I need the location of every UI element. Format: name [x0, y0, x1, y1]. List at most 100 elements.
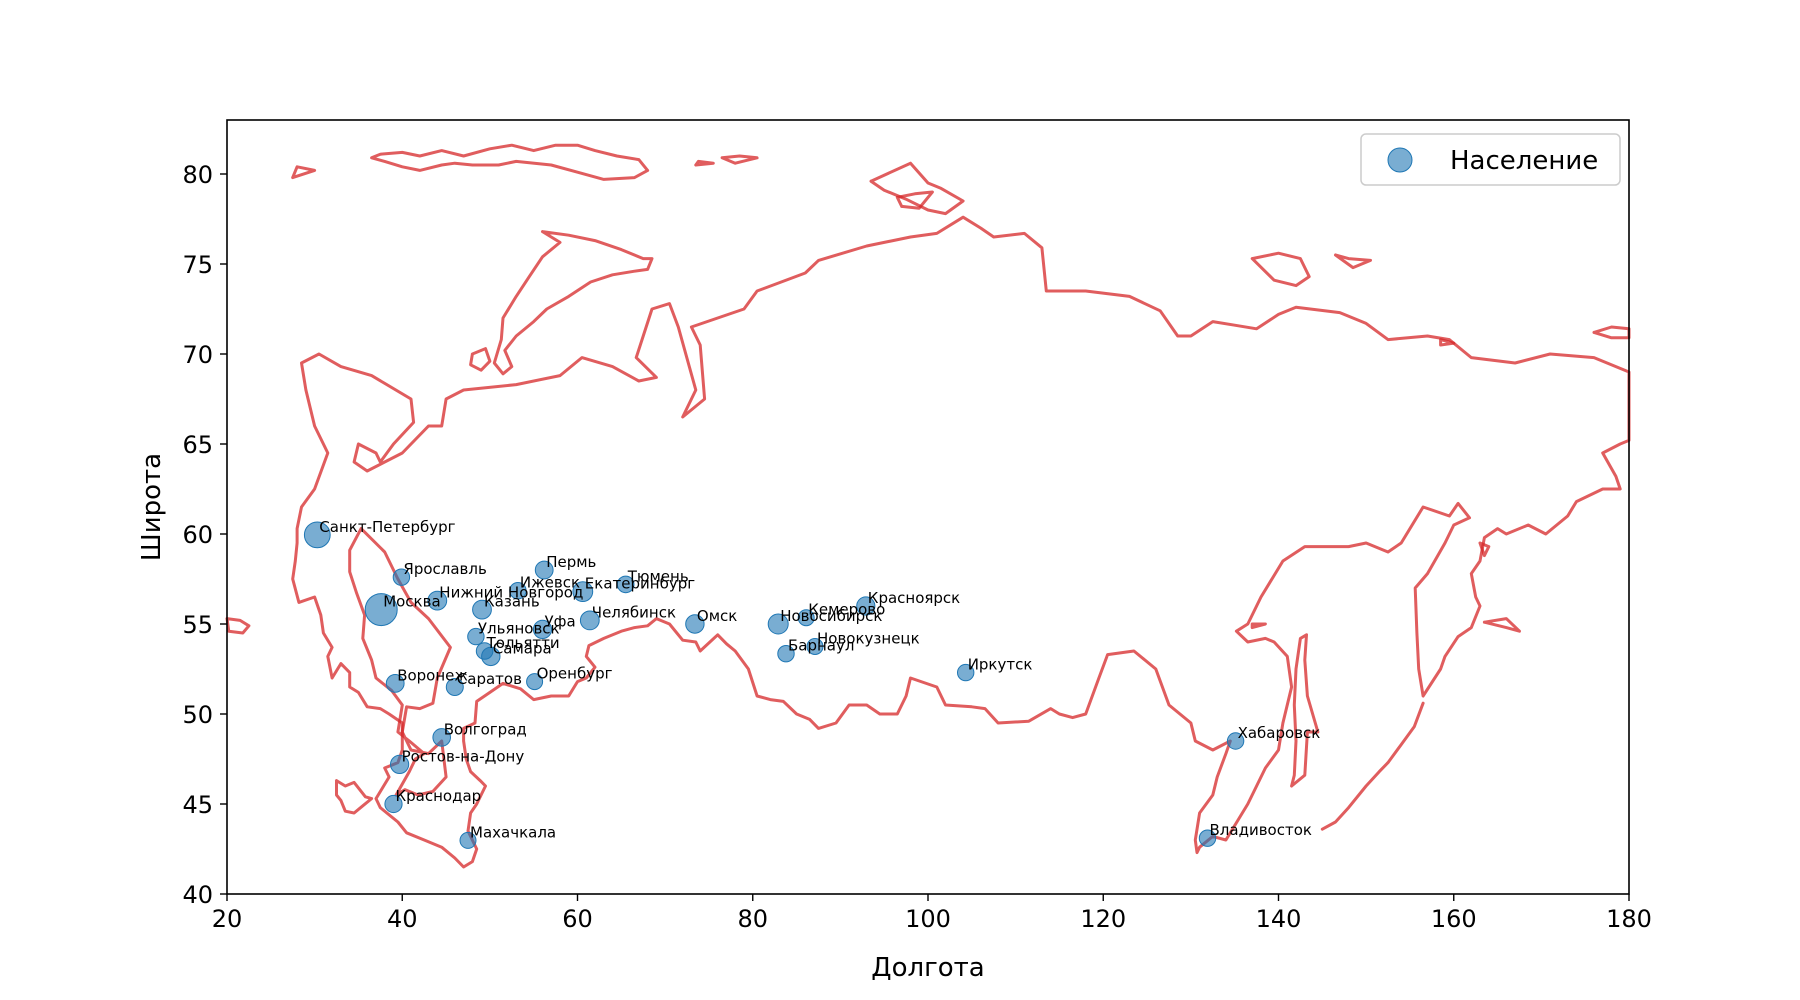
city-label: Омск — [697, 607, 737, 625]
y-tick-label: 70 — [182, 341, 213, 369]
city-label: Оренбург — [537, 665, 613, 683]
city-label: Кемерово — [808, 601, 885, 619]
city-label: Махачкала — [470, 823, 556, 841]
x-tick-label: 40 — [387, 905, 418, 933]
city-label: Ярославль — [403, 560, 486, 578]
x-tick-label: 160 — [1431, 905, 1477, 933]
x-tick-label: 20 — [212, 905, 243, 933]
outline-segment-2 — [348, 527, 452, 797]
outline-segment-7 — [720, 154, 759, 165]
x-tick-label: 180 — [1606, 905, 1652, 933]
city-label: Челябинск — [592, 603, 676, 621]
data-point — [797, 609, 815, 627]
outline-segment-15 — [1290, 633, 1320, 788]
data-point — [616, 575, 635, 594]
city-label: Барнаул — [788, 637, 854, 655]
y-tick-label: 55 — [182, 611, 213, 639]
data-point — [432, 728, 452, 747]
city-label: Иркутск — [968, 656, 1033, 674]
data-point — [957, 663, 975, 682]
city-label: Казань — [484, 593, 540, 611]
data-point — [445, 678, 464, 696]
city-label: Санкт-Петербург — [319, 518, 455, 536]
city-label: Красноярск — [868, 589, 960, 607]
city-label: Нижний Новгород — [439, 584, 583, 602]
y-tick-label: 75 — [182, 251, 213, 279]
x-tick-label: 120 — [1080, 905, 1126, 933]
data-point — [806, 638, 824, 655]
city-label: Пермь — [546, 553, 596, 571]
data-point — [856, 596, 876, 616]
city-label: Тольятти — [486, 634, 560, 652]
city-label: Владивосток — [1210, 821, 1312, 839]
outline-segment-11 — [1250, 251, 1311, 288]
outline-segment-5 — [492, 230, 654, 376]
data-point — [427, 590, 448, 611]
outline-segment-4 — [370, 143, 650, 181]
city-label: Тюмень — [627, 567, 689, 585]
outline-segment-6 — [469, 347, 492, 372]
outline-segment-8 — [694, 159, 715, 167]
y-tick-label: 45 — [182, 791, 213, 819]
outline-segment-19 — [1482, 617, 1521, 633]
outline-segment-1 — [291, 215, 1631, 869]
data-point — [579, 610, 600, 631]
y-axis-label: Широта — [137, 453, 167, 561]
city-label: Москва — [383, 593, 440, 611]
city-label: Ижевск — [520, 574, 580, 592]
data-point — [572, 581, 594, 602]
scatter-points — [303, 521, 1245, 849]
data-point — [777, 645, 795, 663]
data-point — [1226, 732, 1245, 750]
city-label: Хабаровск — [1238, 724, 1321, 742]
data-point — [385, 674, 405, 693]
y-tick-label: 80 — [182, 161, 213, 189]
data-point — [459, 831, 477, 849]
legend: Население — [1360, 133, 1621, 186]
outline-segment-17 — [291, 165, 317, 180]
city-label: Новокузнецк — [817, 630, 920, 648]
x-tick-label: 60 — [562, 905, 593, 933]
x-tick-label: 100 — [905, 905, 951, 933]
data-point — [767, 613, 789, 635]
city-label: Самара — [493, 639, 552, 657]
data-point — [1198, 829, 1217, 847]
outline-segment-20 — [1250, 622, 1267, 630]
data-point — [472, 599, 492, 620]
data-point — [392, 568, 411, 586]
data-point — [384, 794, 403, 814]
city-label: Ульяновск — [478, 620, 560, 638]
city-label: Волгоград — [444, 720, 527, 738]
outline-segment-12 — [1334, 253, 1372, 270]
y-tick-label: 50 — [182, 701, 213, 729]
data-point — [467, 627, 485, 646]
data-point — [509, 582, 527, 600]
data-point — [303, 521, 331, 549]
city-label: Ростов-на-Дону — [402, 747, 525, 765]
data-point — [364, 593, 398, 627]
x-axis-label: Долгота — [871, 953, 984, 983]
city-label: Саратов — [457, 670, 522, 688]
city-label: Краснодар — [396, 787, 482, 805]
data-point — [534, 560, 554, 580]
city-label: Уфа — [545, 612, 576, 630]
y-tick-label: 40 — [182, 881, 213, 909]
outline-segment-13 — [1439, 338, 1456, 347]
axis-ticks: 20 40 60 80 100 120 140 160 18040455055606570758… — [182, 161, 1651, 933]
country-outline — [225, 143, 1631, 869]
outline-segment-10 — [895, 190, 934, 210]
y-tick-label: 60 — [182, 521, 213, 549]
legend-box — [1360, 133, 1621, 186]
data-point — [475, 642, 494, 660]
outline-segment-9 — [869, 161, 965, 216]
outline-segment-0 — [225, 617, 251, 635]
city-label: Воронеж — [397, 666, 468, 684]
legend-entry-label: Население — [1450, 146, 1598, 176]
city-label: Новосибирск — [780, 607, 882, 625]
y-tick-label: 65 — [182, 431, 213, 459]
outline-segment-3 — [335, 779, 374, 815]
data-point — [390, 754, 410, 775]
legend-marker — [1387, 147, 1413, 173]
data-point — [526, 673, 544, 691]
